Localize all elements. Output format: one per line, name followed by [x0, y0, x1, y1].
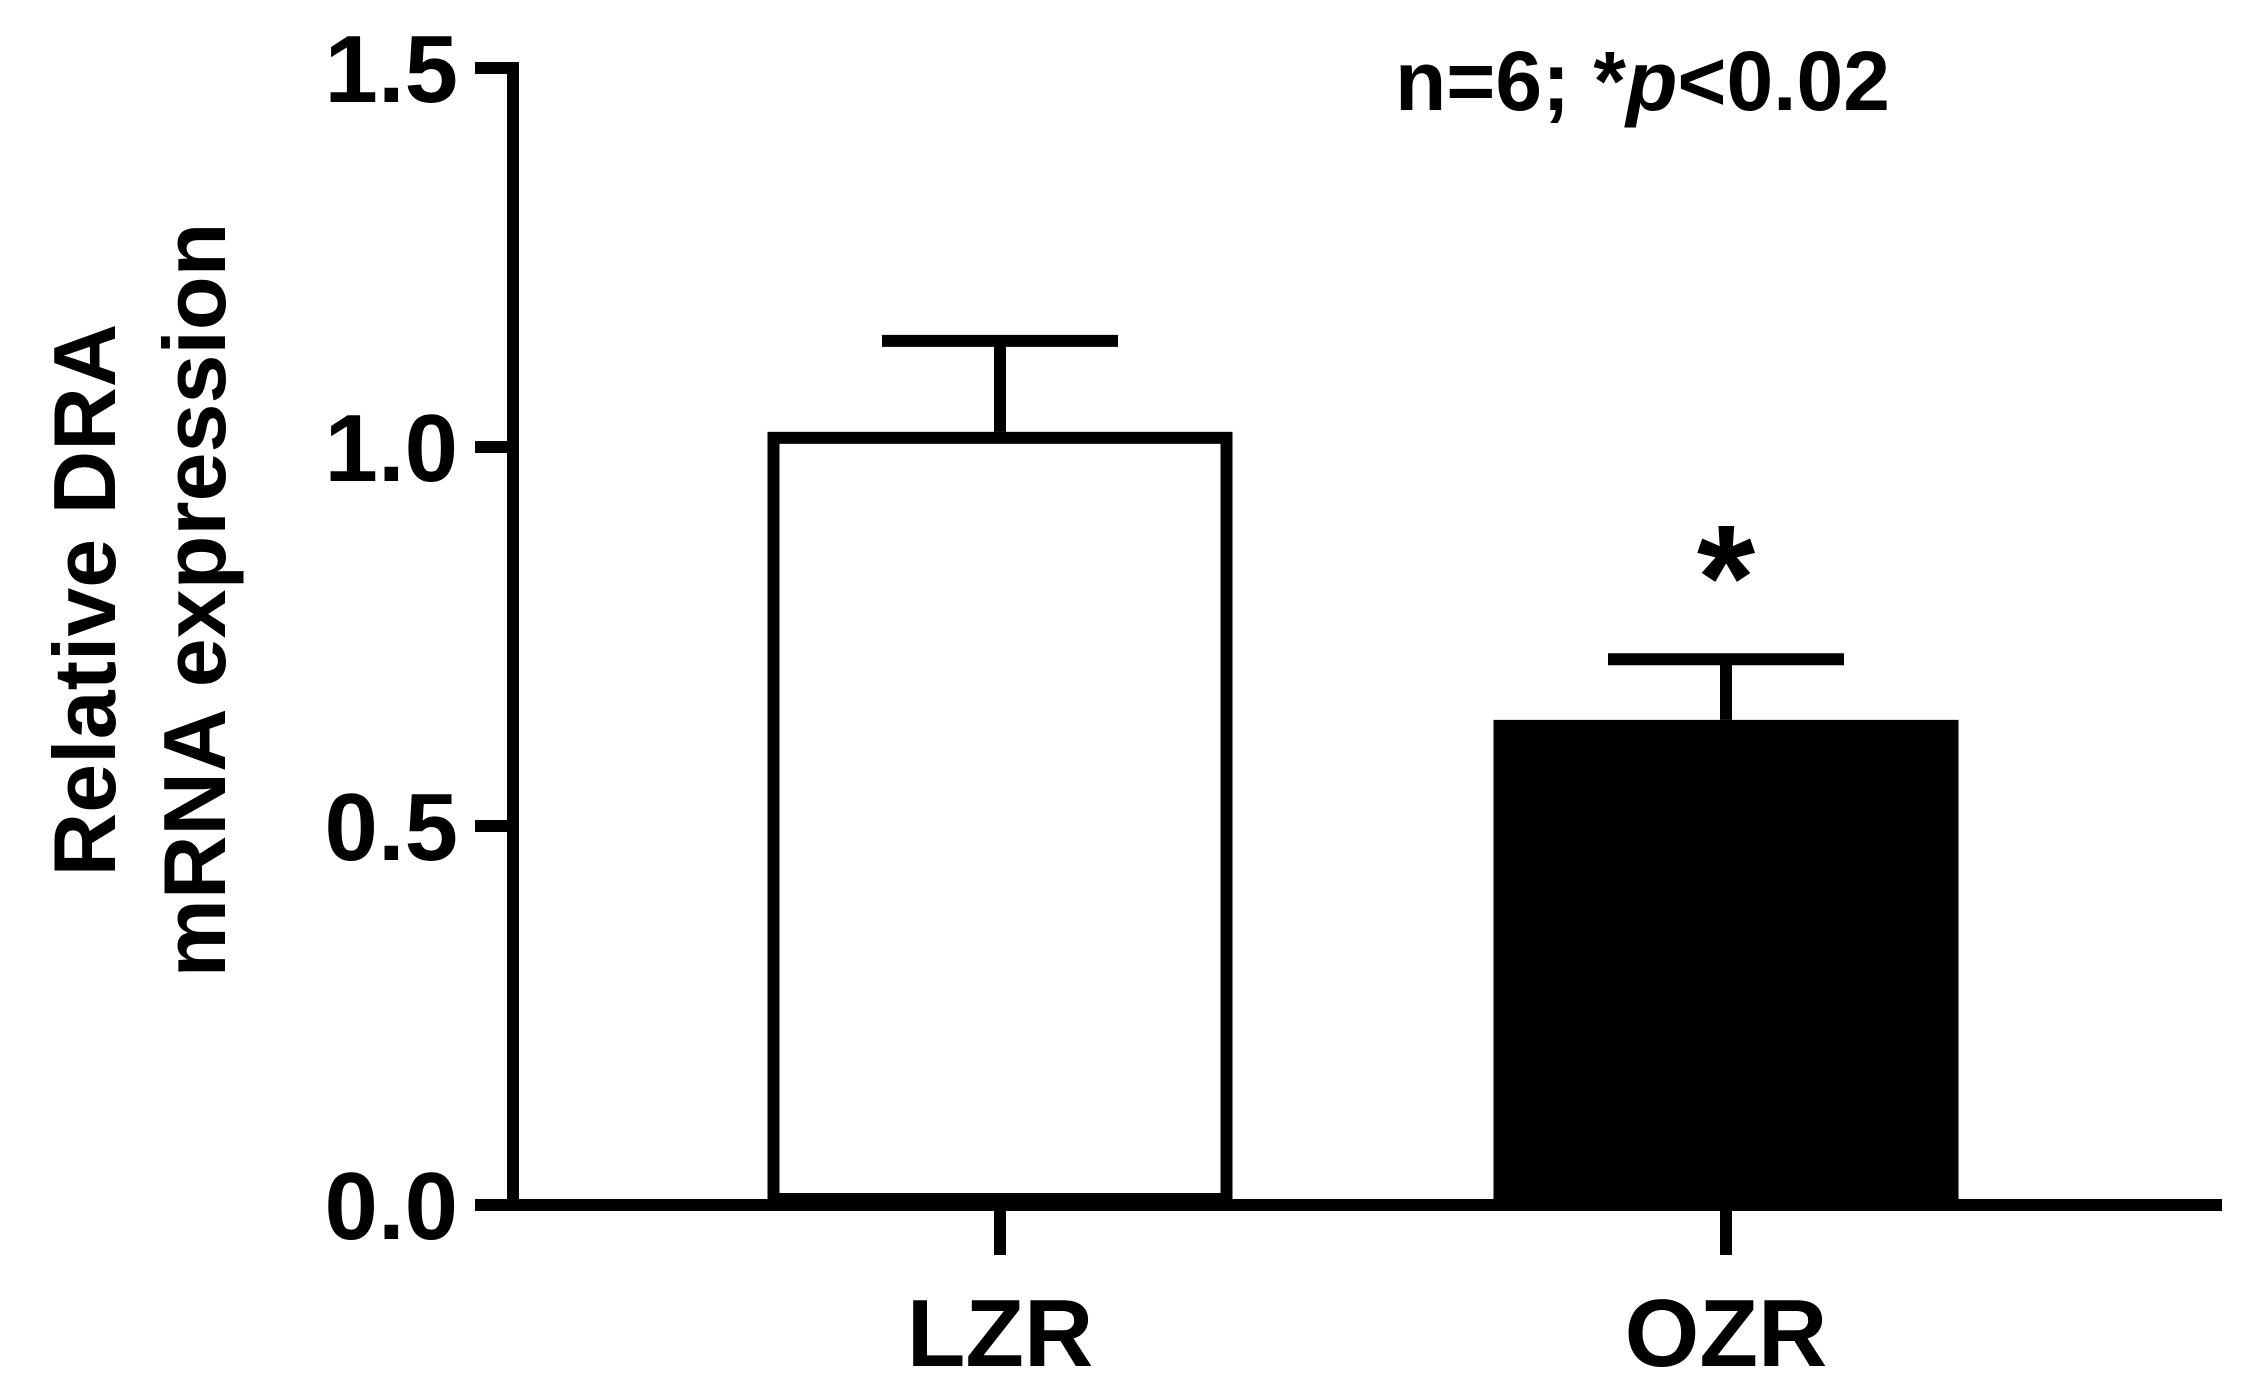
annotation-prefix: n=6; * — [1395, 34, 1626, 128]
x-tick-label-lzr: LZR — [907, 1280, 1094, 1387]
y-tick-label-0: 0.0 — [325, 1153, 458, 1260]
x-tick-label-ozr: OZR — [1625, 1280, 1828, 1387]
annotation-p-italic: p — [1624, 34, 1677, 128]
significance-star-ozr: * — [1697, 493, 1756, 661]
y-tick-label-2: 1.0 — [325, 395, 458, 502]
y-tick-label-1: 0.5 — [325, 774, 458, 881]
bar-ozr — [1493, 719, 1959, 1205]
y-axis-title-line-1: Relative DRA — [35, 324, 134, 877]
significance-annotation: n=6; *p<0.02 — [1395, 34, 1890, 128]
annotation-suffix: <0.02 — [1677, 34, 1890, 128]
y-axis-title: Relative DRA mRNA expression — [35, 223, 244, 978]
plot-area: * 0.0 0.5 1.0 1.5 LZR OZR — [325, 16, 2222, 1387]
y-axis-title-line-2: mRNA expression — [145, 223, 244, 978]
bar-lzr — [767, 431, 1233, 1205]
y-tick-label-3: 1.5 — [325, 16, 458, 123]
